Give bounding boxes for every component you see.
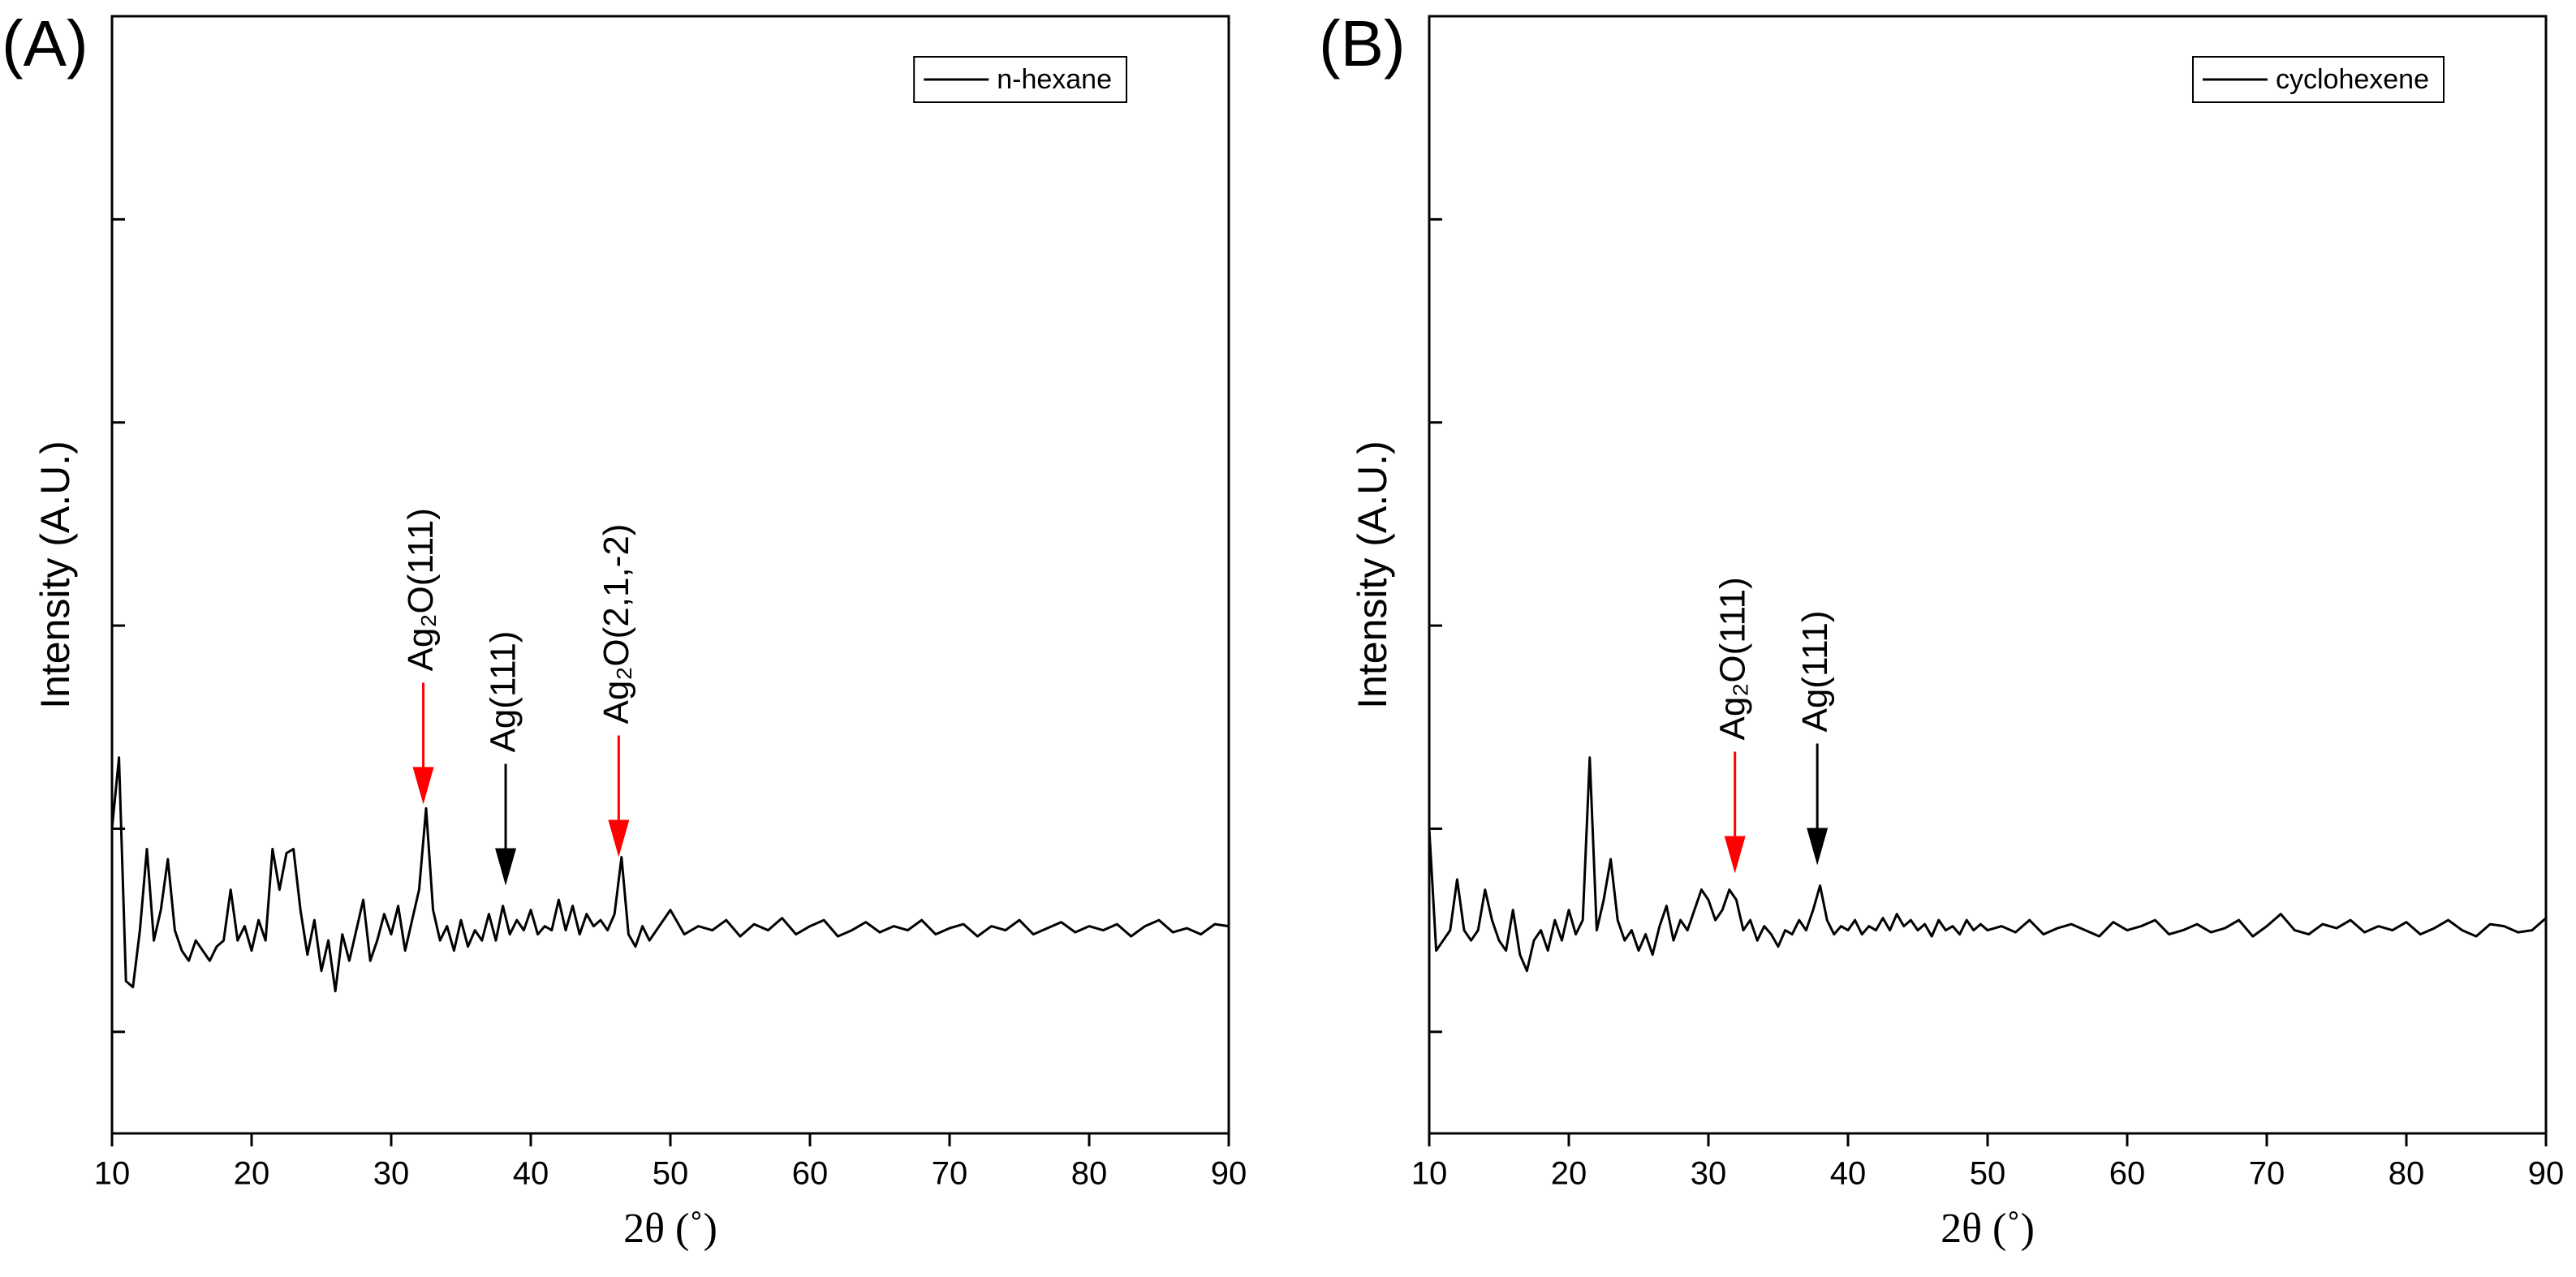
plot-frame bbox=[1428, 15, 2548, 1135]
x-tick-label: 90 bbox=[2528, 1156, 2565, 1192]
x-tick-label: 80 bbox=[1071, 1156, 1108, 1192]
x-tick-label: 50 bbox=[1970, 1156, 2006, 1192]
y-axis-label: Intensity (A.U.) bbox=[1350, 441, 1395, 709]
legend: cyclohexene bbox=[2191, 56, 2445, 103]
plot-frame bbox=[110, 15, 1230, 1135]
y-axis-label: Intensity (A.U.) bbox=[32, 441, 78, 709]
legend-label: n-hexane bbox=[997, 64, 1112, 95]
arrow-head bbox=[1724, 836, 1746, 874]
x-tick-label: 40 bbox=[1830, 1156, 1867, 1192]
legend-label: cyclohexene bbox=[2276, 64, 2429, 95]
spectrum-line bbox=[1428, 756, 2547, 973]
annotation: Ag(111) bbox=[484, 631, 523, 753]
x-tick-label: 80 bbox=[2389, 1156, 2425, 1192]
x-axis-label: 2θ (˚) bbox=[623, 1206, 717, 1252]
arrow-head bbox=[412, 767, 434, 805]
x-tick-label: 10 bbox=[94, 1156, 131, 1192]
arrow-head bbox=[495, 848, 517, 886]
arrow-head bbox=[1807, 828, 1829, 866]
annotation: Ag₂O(111) bbox=[401, 508, 441, 671]
x-axis-label: 2θ (˚) bbox=[1941, 1206, 2035, 1252]
panel-label: (A) bbox=[2, 7, 88, 80]
x-tick-label: 70 bbox=[932, 1156, 968, 1192]
x-tick-label: 60 bbox=[2109, 1156, 2146, 1192]
x-tick-label: 20 bbox=[1551, 1156, 1587, 1192]
panel-label: (B) bbox=[1319, 7, 1406, 80]
x-tick-label: 20 bbox=[234, 1156, 270, 1192]
annotation: Ag(111) bbox=[1795, 611, 1835, 733]
annotation: Ag₂O(111) bbox=[1712, 577, 1752, 740]
x-tick-label: 90 bbox=[1211, 1156, 1247, 1192]
x-tick-label: 30 bbox=[373, 1156, 410, 1192]
x-tick-label: 70 bbox=[2249, 1156, 2285, 1192]
x-tick-label: 60 bbox=[792, 1156, 829, 1192]
arrow-head bbox=[608, 819, 630, 858]
annotation: Ag₂O(2,1,-2) bbox=[597, 524, 636, 724]
legend: n-hexane bbox=[913, 56, 1127, 103]
x-tick-label: 30 bbox=[1691, 1156, 1727, 1192]
x-tick-label: 10 bbox=[1411, 1156, 1448, 1192]
spectrum-line bbox=[110, 756, 1230, 993]
x-tick-label: 40 bbox=[513, 1156, 549, 1192]
x-tick-label: 50 bbox=[653, 1156, 689, 1192]
